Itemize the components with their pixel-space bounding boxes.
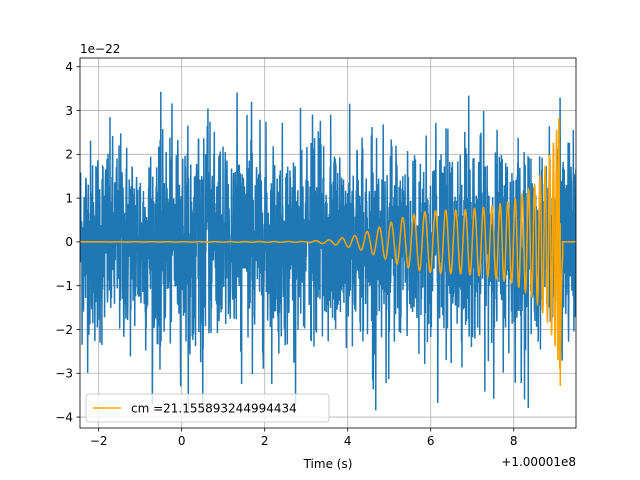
y-tick-label: −2	[55, 323, 73, 337]
x-tick-label: 8	[510, 434, 518, 448]
y-tick-label: 3	[65, 104, 73, 118]
y-tick-label: −3	[55, 367, 73, 381]
y-scale-label: 1e−22	[80, 42, 120, 56]
legend-box	[85, 393, 330, 423]
legend: cm =21.155893244994434	[85, 393, 330, 423]
y-axis-ticks: −4 −3 −2 −1 0 1 2 3 4	[55, 60, 80, 424]
x-axis-label: Time (s)	[303, 457, 353, 471]
y-tick-label: 2	[65, 148, 73, 162]
legend-label-chirp: cm =21.155893244994434	[131, 402, 297, 416]
plot-area	[80, 91, 576, 411]
y-tick-label: 1	[65, 191, 73, 205]
y-tick-label: 4	[65, 60, 73, 74]
x-tick-label: 4	[344, 434, 352, 448]
y-tick-label: −4	[55, 410, 73, 424]
x-tick-label: 2	[261, 434, 269, 448]
series-noise-line	[80, 91, 576, 411]
y-tick-label: 0	[65, 235, 73, 249]
x-tick-label: 0	[178, 434, 186, 448]
axes-frame	[79, 57, 577, 429]
series-chirp-line	[80, 118, 576, 386]
x-offset-label: +1.00001e8	[501, 455, 576, 469]
x-axis-ticks: −2 0 2 4 6 8	[90, 428, 518, 448]
x-tick-label: −2	[90, 434, 108, 448]
y-tick-label: −1	[55, 279, 73, 293]
x-tick-label: 6	[427, 434, 435, 448]
